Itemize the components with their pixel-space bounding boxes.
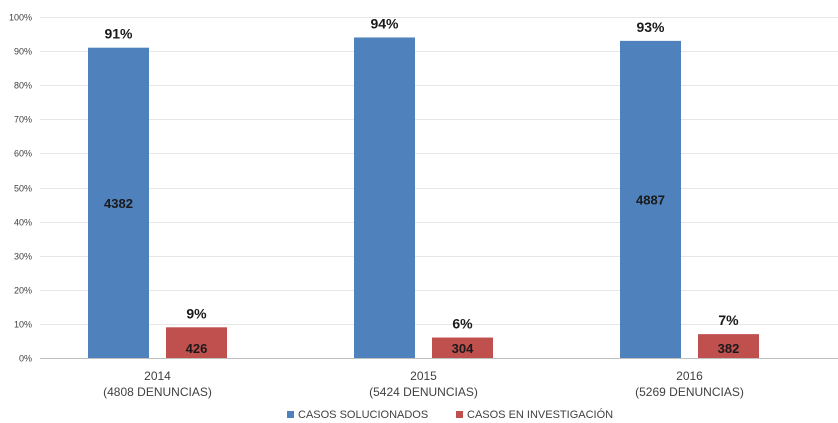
data-label-percent: 6% xyxy=(452,316,473,332)
y-tick-label: 80% xyxy=(14,81,32,91)
data-label-percent: 91% xyxy=(104,26,133,42)
y-tick-label: 100% xyxy=(9,13,32,23)
legend-label: CASOS EN INVESTIGACIÓN xyxy=(467,408,613,421)
data-label-count: 382 xyxy=(718,341,740,356)
bar xyxy=(354,37,415,359)
y-tick-label: 0% xyxy=(19,354,32,364)
bar xyxy=(88,47,149,358)
data-label-count: 4382 xyxy=(104,196,133,211)
data-label-count: 426 xyxy=(186,341,208,356)
data-label-count: 304 xyxy=(452,341,474,356)
y-tick-label: 20% xyxy=(14,286,32,296)
y-tick-label: 50% xyxy=(14,184,32,194)
data-label-percent: 93% xyxy=(636,19,665,35)
data-label-percent: 7% xyxy=(718,312,739,328)
bar xyxy=(698,334,759,358)
bar xyxy=(620,40,681,359)
legend-swatch xyxy=(287,411,294,418)
data-label-percent: 9% xyxy=(186,305,207,321)
bar xyxy=(166,327,227,358)
x-tick-sublabel: (5424 DENUNCIAS) xyxy=(369,385,478,399)
legend-swatch xyxy=(456,411,463,418)
data-label-percent: 94% xyxy=(370,15,399,31)
x-tick-label: 2015 xyxy=(410,369,437,383)
y-tick-label: 60% xyxy=(14,149,32,159)
bar xyxy=(432,337,493,358)
x-tick-sublabel: (4808 DENUNCIAS) xyxy=(103,385,212,399)
y-tick-label: 70% xyxy=(14,115,32,125)
y-tick-label: 90% xyxy=(14,47,32,57)
x-tick-label: 2016 xyxy=(676,369,703,383)
legend-label: CASOS SOLUCIONADOS xyxy=(298,409,428,421)
y-tick-label: 10% xyxy=(14,320,32,330)
data-label-count: 4887 xyxy=(636,192,665,207)
y-tick-label: 30% xyxy=(14,252,32,262)
x-tick-sublabel: (5269 DENUNCIAS) xyxy=(635,385,744,399)
y-tick-label: 40% xyxy=(14,218,32,228)
x-tick-label: 2014 xyxy=(144,369,171,383)
